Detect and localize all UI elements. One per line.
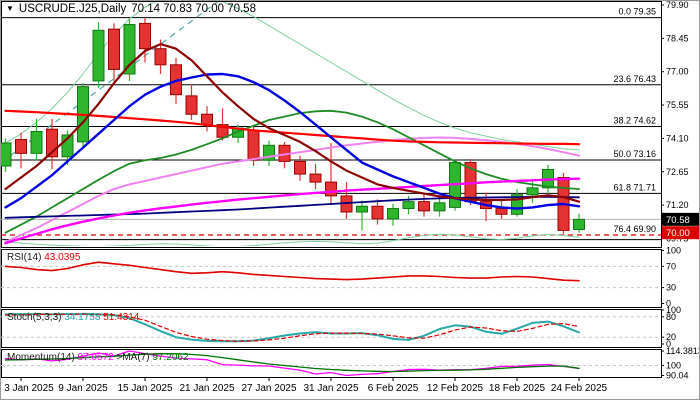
ma-red xyxy=(4,109,581,146)
price-axis-label: 78.45 xyxy=(666,33,689,43)
candle-body[interactable] xyxy=(92,29,105,82)
date-axis-label: 31 Jan 2025 xyxy=(303,383,358,394)
rsi-axis-label: 0 xyxy=(666,299,671,309)
stochastic-axis-label: 100 xyxy=(666,305,681,315)
ma-plum xyxy=(4,136,580,243)
date-axis-label: 6 Feb 2025 xyxy=(368,383,419,394)
momentum-axis-label: 114.3813 xyxy=(666,346,700,356)
ma-darkgreen xyxy=(4,109,580,234)
price-axis-label: 75.55 xyxy=(666,100,689,110)
ma-maroon xyxy=(4,42,581,203)
stoch-main xyxy=(4,313,580,343)
date-axis-label: 12 Feb 2025 xyxy=(427,383,484,394)
chart-symbol-period: USCRUDE.J25,Daily xyxy=(18,3,127,15)
date-axis[interactable]: 3 Jan 2025 9 Jan 2025 15 Jan 2025 21 Jan 20… xyxy=(4,377,608,394)
fib-label-61.8: 61.8 71.71 xyxy=(613,182,656,192)
momentum-label: Momentum(14) 97.0572 >MA(7) 97.2062 xyxy=(7,352,189,363)
ma-magenta xyxy=(4,177,581,245)
price-axis[interactable]: 79.9078.4577.0075.5574.1072.6571.2069.75… xyxy=(661,1,700,243)
price-marker-box-70.58 xyxy=(662,212,699,226)
date-axis-label: 21 Jan 2025 xyxy=(179,383,234,394)
candle-body[interactable] xyxy=(61,134,74,158)
price-axis-label: 79.90 xyxy=(666,1,689,10)
candle-body[interactable] xyxy=(263,144,275,161)
collapse-chart-icon[interactable]: ▼ xyxy=(6,4,14,13)
stoch-signal xyxy=(4,313,580,342)
candle-body[interactable] xyxy=(1,142,12,167)
candle-body[interactable] xyxy=(46,128,58,158)
candle-body[interactable] xyxy=(526,187,539,196)
rsi-axis-label: 30 xyxy=(666,283,676,293)
candle-body[interactable] xyxy=(185,95,198,115)
candle-body[interactable] xyxy=(433,202,446,212)
rsi-axis-label: 70 xyxy=(666,261,676,271)
candle-body[interactable] xyxy=(511,194,523,215)
candle-body[interactable] xyxy=(123,24,136,75)
date-axis-label: 24 Feb 2025 xyxy=(551,383,608,394)
candle-body[interactable] xyxy=(495,208,508,215)
candle-body[interactable] xyxy=(294,160,306,175)
stochastic-axis-label: 0 xyxy=(666,339,671,349)
momentum-ma xyxy=(4,353,580,373)
date-axis-label: 27 Jan 2025 xyxy=(241,383,296,394)
stochastic-axis-label: 20 xyxy=(666,332,676,342)
stochastic-axis-label: 80 xyxy=(666,312,676,322)
envelope-lower xyxy=(5,233,580,246)
fib-label-76.4: 76.4 69.90 xyxy=(613,224,656,234)
price-axis-label: 72.65 xyxy=(666,167,689,177)
candle-body[interactable] xyxy=(387,208,399,220)
date-axis-label: 3 Jan 2025 xyxy=(4,383,54,394)
fib-label-23.6: 23.6 76.43 xyxy=(613,74,656,84)
candle-body[interactable] xyxy=(154,48,167,66)
price-marker-box-70.00 xyxy=(662,226,699,240)
rsi-line xyxy=(4,261,580,282)
fib-label-50.0: 50.0 73.16 xyxy=(613,149,656,159)
momentum-axis-label: 100 xyxy=(666,361,681,371)
candle-body[interactable] xyxy=(573,218,585,230)
date-axis-label: 15 Jan 2025 xyxy=(117,383,172,394)
candle-body[interactable] xyxy=(247,129,260,161)
candle-body[interactable] xyxy=(15,139,27,154)
candle-body[interactable] xyxy=(309,173,322,183)
price-plot: 0.0 79.35 23.6 76.43 38.2 74.62 50.0 73.16 6… xyxy=(1,2,661,246)
fib-label-0.0: 0.0 79.35 xyxy=(618,7,656,17)
candle-body[interactable] xyxy=(402,201,415,210)
candle-body[interactable] xyxy=(108,28,120,70)
rsi-label: RSI(14) 43.0395 xyxy=(7,252,81,263)
rsi-axis-label: 100 xyxy=(666,246,681,256)
price-axis-label: 71.20 xyxy=(666,200,689,210)
candle-body[interactable] xyxy=(139,22,151,50)
chart-title-bar: ▼ USCRUDE.J25,Daily 70.14 70.83 70.00 70… xyxy=(6,3,256,15)
candle-body[interactable] xyxy=(30,131,43,154)
candle-body[interactable] xyxy=(201,113,213,126)
fib-label-38.2: 38.2 74.62 xyxy=(613,115,656,125)
stochastic-plot: Stoch(5,3,3) 34.1758 51.4314 xyxy=(1,312,661,343)
candle-body[interactable] xyxy=(371,205,384,220)
momentum-plot: Momentum(14) 97.0572 >MA(7) 97.2062 xyxy=(1,350,661,376)
candle-body[interactable] xyxy=(216,124,229,138)
candle-body[interactable] xyxy=(418,201,430,212)
price-marker-text: 70.00 xyxy=(666,228,690,239)
momentum-line xyxy=(4,350,580,376)
ma-blue xyxy=(4,72,581,210)
rsi-plot: RSI(14) 43.0395 xyxy=(1,252,661,289)
date-axis-label: 18 Feb 2025 xyxy=(489,383,546,394)
price-axis-label: 77.00 xyxy=(666,67,689,77)
date-axis-label: 9 Jan 2025 xyxy=(58,383,108,394)
ma-navy xyxy=(4,195,580,219)
chart-ohlc-values: 70.14 70.83 70.00 70.58 xyxy=(131,3,256,15)
stochastic-label: Stoch(5,3,3) 34.1758 51.4314 xyxy=(7,312,140,323)
price-axis-label: 74.10 xyxy=(666,133,689,143)
momentum-axis-label: 90.04 xyxy=(666,371,689,381)
candle-body[interactable] xyxy=(356,205,368,213)
candle-body[interactable] xyxy=(325,181,337,197)
price-marker-text: 70.58 xyxy=(666,215,690,226)
